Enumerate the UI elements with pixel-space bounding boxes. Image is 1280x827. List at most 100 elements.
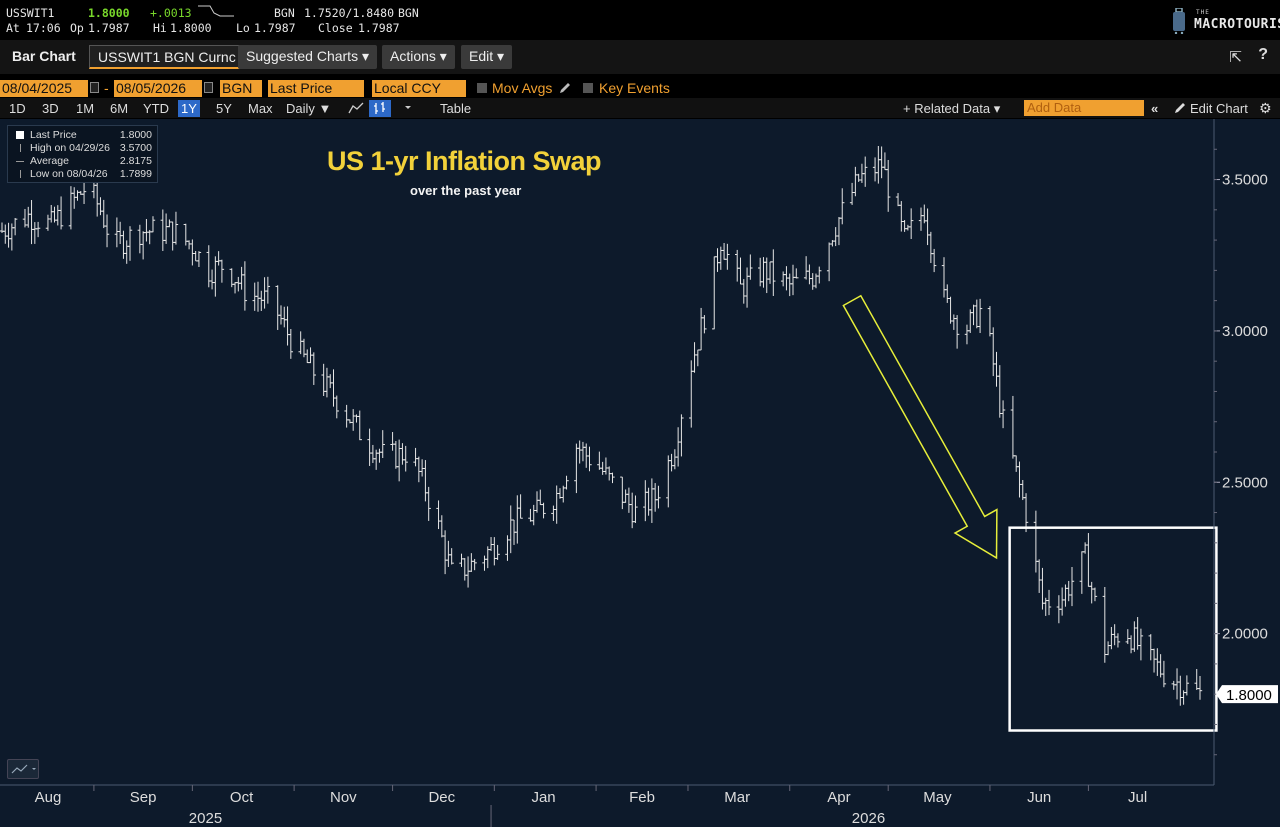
mov-avgs-checkbox[interactable] (477, 83, 487, 93)
price-bar (587, 446, 592, 472)
price-bar (771, 249, 776, 296)
x-tick-label: Dec (428, 789, 455, 806)
price-bar (482, 555, 487, 571)
price-bar (1102, 587, 1108, 663)
brand-name: MACROTOURIST (1194, 17, 1280, 32)
year-label: 2025 (189, 810, 222, 827)
price-bar (29, 200, 34, 245)
price-bar (140, 231, 146, 260)
ticker-symbol[interactable]: USSWIT1 (6, 6, 55, 20)
price-bar (1063, 584, 1068, 607)
price-bar (81, 181, 87, 205)
currency-selector[interactable]: Local CCY (372, 80, 466, 97)
price-bar (564, 475, 569, 490)
period-1d[interactable]: 1D (9, 101, 26, 116)
field-selector[interactable]: Last Price (268, 80, 364, 97)
bid-ask-label: BGN (274, 6, 295, 20)
period-3d[interactable]: 3D (42, 101, 59, 116)
price-bar (948, 296, 953, 324)
quote-time: 17:06 (26, 21, 61, 35)
price-bar (629, 492, 635, 529)
price-bar (787, 273, 792, 297)
price-bar (528, 508, 533, 522)
calendar-icon[interactable] (90, 82, 99, 93)
price-bar (991, 327, 996, 377)
chart-type-icon[interactable] (7, 759, 39, 779)
pencil-icon[interactable] (558, 81, 572, 95)
bid-ask-source: BGN (398, 6, 419, 20)
key-events-checkbox[interactable] (583, 83, 593, 93)
price-bar (692, 342, 697, 373)
price-bar (741, 279, 746, 304)
help-icon[interactable]: ? (1258, 46, 1268, 63)
price-bar (400, 443, 405, 465)
price-bar (905, 224, 911, 231)
period-5y[interactable]: 5Y (216, 101, 232, 116)
legend-last-price: Last Price 1.8000 (16, 129, 156, 142)
low-label: Lo (236, 21, 250, 35)
price-bar (94, 178, 100, 217)
price-bar (833, 227, 838, 247)
price-bar (1135, 617, 1140, 650)
price-bar (416, 456, 422, 483)
price-bar (554, 485, 559, 524)
bar-chart-icon[interactable] (369, 100, 391, 117)
last-value-label: 1.8000 (1226, 687, 1272, 704)
price-bar (354, 414, 359, 423)
price-bar (1174, 668, 1180, 700)
price-bar (1023, 493, 1029, 533)
edit-button[interactable]: Edit ▾ (461, 45, 513, 69)
start-date-field[interactable]: 08/04/2025 (0, 80, 88, 97)
x-tick-label: Jun (1027, 789, 1051, 806)
price-bar (1069, 566, 1075, 607)
price-bar (265, 276, 271, 304)
legend-average: Average 2.8175 (16, 155, 156, 168)
price-bar (183, 223, 189, 246)
actions-button[interactable]: Actions ▾ (382, 45, 455, 69)
price-bar (331, 369, 336, 407)
bid-ask: 1.7520/1.8480 (304, 6, 395, 20)
legend-label: Average (30, 155, 69, 167)
chart-svg[interactable]: 2.0000 2.5000 3.0000 3.5000 1.8000 Aug Sep Oct N… (0, 119, 1280, 827)
collapse-icon[interactable]: « (1151, 101, 1159, 116)
key-events-label[interactable]: Key Events (599, 80, 670, 96)
mov-avgs-label[interactable]: Mov Avgs (492, 80, 553, 96)
price-bar (623, 489, 628, 503)
end-date-field[interactable]: 08/05/2026 (114, 80, 202, 97)
chart-legend[interactable]: Last Price 1.8000 High on 04/29/26 3.570… (7, 125, 158, 183)
pencil-icon[interactable] (1173, 101, 1187, 115)
highlight-box (1008, 526, 1218, 732)
period-1y[interactable]: 1Y (178, 100, 200, 117)
price-bar (994, 351, 999, 387)
period-max[interactable]: Max (248, 101, 273, 116)
gear-icon[interactable]: ⚙ (1259, 100, 1272, 116)
price-bar (698, 307, 704, 351)
add-data-input[interactable]: Add Data (1024, 100, 1144, 116)
security-field[interactable]: USSWIT1 BGN Curnc (89, 45, 245, 69)
suggested-charts-button[interactable]: Suggested Charts ▾ (238, 45, 377, 69)
share-icon[interactable]: ⇱ (1229, 49, 1242, 66)
price-bar (790, 264, 796, 296)
edit-chart-button[interactable]: Edit Chart (1190, 101, 1248, 116)
price-bar (597, 451, 602, 470)
related-data-button[interactable]: + Related Data ▾ (903, 101, 1001, 116)
price-bar (603, 457, 609, 475)
period-6m[interactable]: 6M (110, 101, 129, 116)
frequency-selector[interactable]: Daily ▼ (286, 101, 332, 116)
calendar-icon[interactable] (204, 82, 213, 93)
period-1m[interactable]: 1M (76, 101, 95, 116)
table-button[interactable]: Table (440, 101, 472, 116)
x-tick-label: Jan (531, 789, 555, 806)
price-bar (449, 548, 454, 565)
price-bar (735, 249, 740, 282)
down-arrow-annotation (842, 294, 998, 560)
period-ytd[interactable]: YTD (143, 101, 169, 116)
price-bar (780, 271, 786, 287)
chevron-down-icon[interactable] (404, 105, 412, 111)
price-bar (259, 290, 264, 311)
price-bar (55, 205, 60, 226)
price-bar (1066, 580, 1071, 602)
toolbar: Bar Chart USSWIT1 BGN Curnc Suggested Ch… (0, 40, 1280, 74)
line-chart-icon[interactable] (348, 101, 364, 115)
source-field[interactable]: BGN (220, 80, 262, 97)
